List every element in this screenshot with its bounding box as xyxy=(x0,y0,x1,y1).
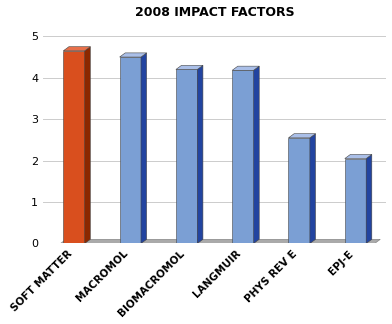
Polygon shape xyxy=(60,239,380,244)
Polygon shape xyxy=(63,47,90,51)
Polygon shape xyxy=(176,69,197,244)
Title: 2008 IMPACT FACTORS: 2008 IMPACT FACTORS xyxy=(135,6,294,18)
Polygon shape xyxy=(232,70,254,244)
Polygon shape xyxy=(176,65,203,69)
Polygon shape xyxy=(289,134,316,138)
Polygon shape xyxy=(120,53,147,57)
Polygon shape xyxy=(345,158,366,244)
Polygon shape xyxy=(120,57,141,244)
Polygon shape xyxy=(141,53,147,244)
Polygon shape xyxy=(366,155,372,244)
Polygon shape xyxy=(85,47,90,244)
Polygon shape xyxy=(345,155,372,158)
Polygon shape xyxy=(63,51,85,244)
Polygon shape xyxy=(310,134,316,244)
Polygon shape xyxy=(289,138,310,244)
Polygon shape xyxy=(254,66,259,244)
Polygon shape xyxy=(232,66,259,70)
Polygon shape xyxy=(197,65,203,244)
